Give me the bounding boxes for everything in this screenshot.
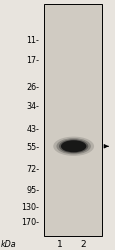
Text: 95-: 95-	[26, 186, 39, 195]
Text: 130-: 130-	[21, 203, 39, 212]
Ellipse shape	[53, 136, 93, 156]
Text: 72-: 72-	[26, 165, 39, 174]
Ellipse shape	[60, 140, 86, 152]
Text: 2: 2	[79, 240, 85, 249]
Text: 34-: 34-	[26, 102, 39, 112]
Text: 1: 1	[56, 240, 62, 249]
Text: 11-: 11-	[26, 36, 39, 45]
Text: 17-: 17-	[26, 56, 39, 65]
Text: 26-: 26-	[26, 83, 39, 92]
Ellipse shape	[56, 138, 90, 154]
Text: 55-: 55-	[26, 143, 39, 152]
Text: kDa: kDa	[1, 240, 17, 249]
Ellipse shape	[59, 139, 88, 153]
Text: 170-: 170-	[21, 218, 39, 227]
Text: 43-: 43-	[26, 124, 39, 134]
Bar	[44, 4, 101, 236]
